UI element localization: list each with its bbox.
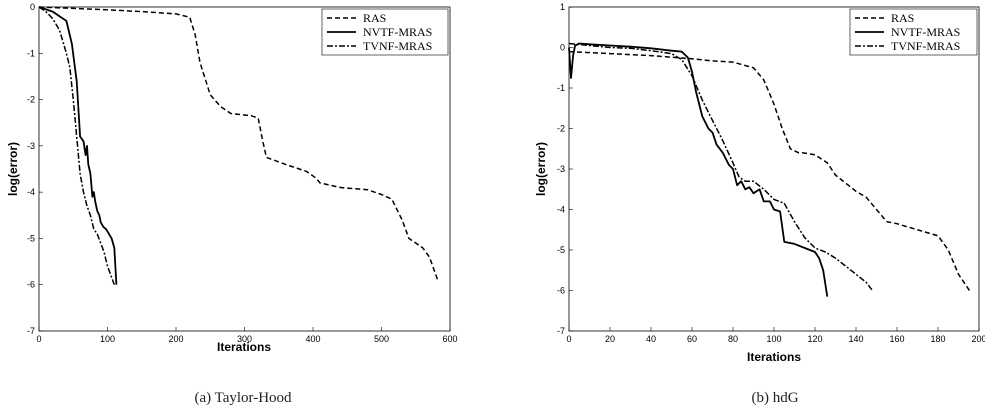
- y-tick-label-a-4: -4: [27, 187, 35, 197]
- series-line-b-ras: [568, 50, 972, 293]
- x-tick-label-a-4: 400: [305, 334, 320, 344]
- series-line-a-ras: [38, 6, 439, 281]
- series-line-b-nvtf-mras: [568, 42, 829, 297]
- x-tick-label-a-1: 100: [100, 334, 115, 344]
- chart-taylor-hood: Iterations log(error) RAS NVTF-MRAS TVNF…: [6, 2, 458, 406]
- y-tick-label-b-1: 0: [560, 43, 565, 53]
- chart-hdg: Iterations log(error) RAS NVTF-MRAS TVNF…: [534, 2, 985, 406]
- series-line-a-tvnf-mras: [38, 6, 116, 285]
- series-line-a-nvtf-mras: [38, 6, 118, 285]
- caption-b: (b) hdG: [751, 390, 798, 406]
- x-tick-label-b-1: 20: [605, 334, 615, 344]
- y-tick-label-a-7: -7: [27, 326, 35, 336]
- x-tick-label-b-2: 40: [646, 334, 656, 344]
- x-axis-label-a: Iterations: [217, 340, 271, 354]
- x-tick-label-b-4: 80: [728, 334, 738, 344]
- x-tick-label-b-9: 180: [930, 334, 945, 344]
- x-tick-label-b-10: 200: [971, 334, 985, 344]
- x-tick-label-a-6: 600: [442, 334, 457, 344]
- plot-frame-b: [568, 6, 980, 332]
- y-axis-label-a: log(error): [6, 142, 20, 196]
- y-tick-label-b-5: -4: [557, 205, 565, 215]
- y-tick-label-a-0: 0: [30, 2, 35, 12]
- y-tick-label-a-1: -1: [27, 48, 35, 58]
- y-tick-label-b-8: -7: [557, 326, 565, 336]
- legend-label-ras-a: RAS: [363, 11, 386, 25]
- caption-a: (a) Taylor-Hood: [194, 390, 292, 406]
- y-tick-label-b-4: -3: [557, 164, 565, 174]
- legend-label-tvnf-a: TVNF-MRAS: [363, 39, 432, 53]
- x-tick-label-b-0: 0: [566, 334, 571, 344]
- x-tick-label-a-3: 300: [237, 334, 252, 344]
- x-tick-label-a-0: 0: [36, 334, 41, 344]
- y-tick-label-a-6: -6: [27, 280, 35, 290]
- y-tick-label-b-6: -5: [557, 245, 565, 255]
- y-tick-label-b-7: -6: [557, 286, 565, 296]
- x-tick-label-b-8: 160: [889, 334, 904, 344]
- legend-label-tvnf-b: TVNF-MRAS: [891, 39, 960, 53]
- y-axis-label-b: log(error): [534, 142, 548, 196]
- x-tick-label-b-5: 100: [766, 334, 781, 344]
- legend-label-nvtf-b: NVTF-MRAS: [891, 25, 960, 39]
- legend-label-nvtf-a: NVTF-MRAS: [363, 25, 432, 39]
- plot-frame-a: [38, 6, 451, 332]
- y-tick-label-b-0: 1: [560, 2, 565, 12]
- x-tick-label-b-7: 140: [848, 334, 863, 344]
- y-tick-label-b-2: -1: [557, 83, 565, 93]
- legend-label-ras-b: RAS: [891, 11, 914, 25]
- x-tick-label-b-6: 120: [807, 334, 822, 344]
- y-tick-label-a-3: -3: [27, 141, 35, 151]
- x-tick-label-a-5: 500: [374, 334, 389, 344]
- y-tick-label-a-2: -2: [27, 95, 35, 105]
- x-tick-label-b-3: 60: [687, 334, 697, 344]
- y-tick-label-a-5: -5: [27, 233, 35, 243]
- legend-b: RAS NVTF-MRAS TVNF-MRAS: [849, 8, 978, 56]
- x-tick-label-a-2: 200: [168, 334, 183, 344]
- legend-a: RAS NVTF-MRAS TVNF-MRAS: [321, 8, 449, 56]
- y-tick-label-b-3: -2: [557, 124, 565, 134]
- x-axis-label-b: Iterations: [747, 350, 801, 364]
- series-line-b-tvnf-mras: [568, 42, 873, 291]
